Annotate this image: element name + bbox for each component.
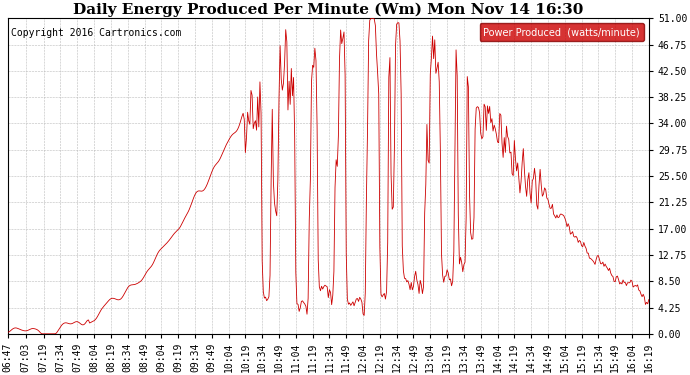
Legend: Power Produced  (watts/minute): Power Produced (watts/minute) <box>480 23 644 41</box>
Title: Daily Energy Produced Per Minute (Wm) Mon Nov 14 16:30: Daily Energy Produced Per Minute (Wm) Mo… <box>73 3 584 17</box>
Text: Copyright 2016 Cartronics.com: Copyright 2016 Cartronics.com <box>11 28 181 38</box>
